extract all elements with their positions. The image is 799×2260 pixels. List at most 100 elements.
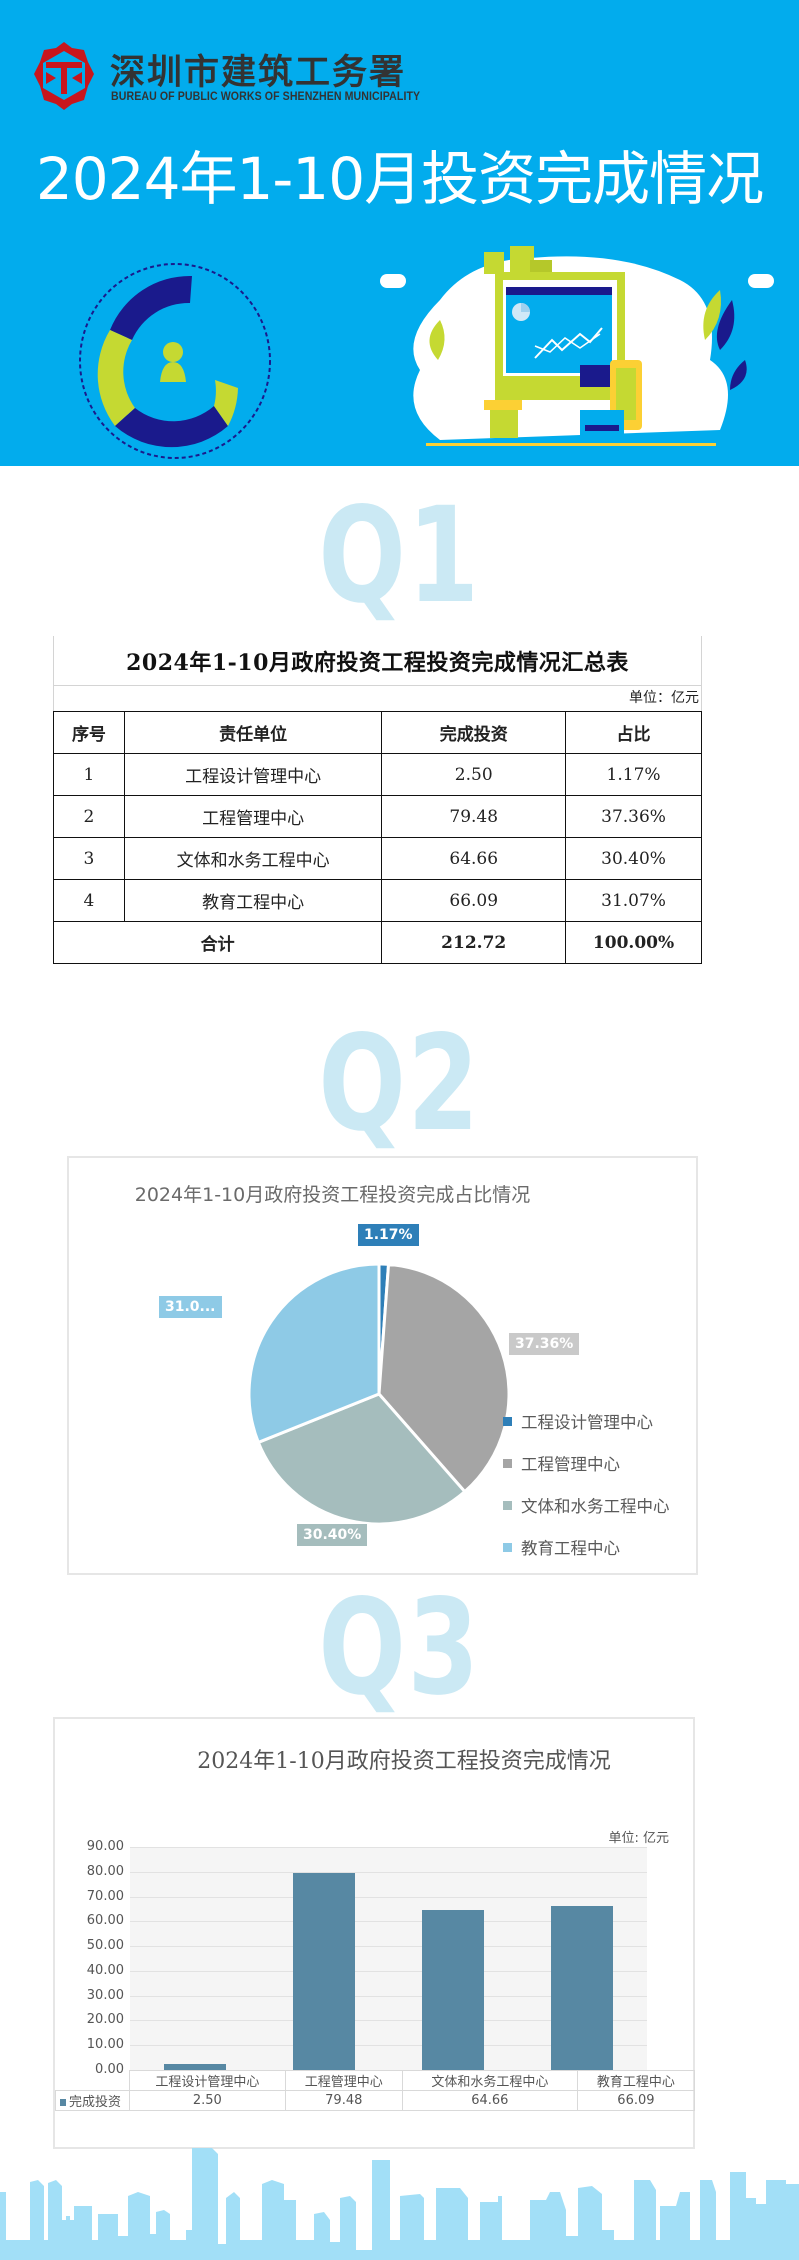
bar	[422, 1909, 485, 2070]
summary-table-title: 2024年1-10月政府投资工程投资完成情况汇总表	[53, 636, 702, 686]
legend-item: 文体和水务工程中心	[503, 1484, 670, 1526]
series-label: 完成投资	[55, 2090, 130, 2111]
pie-chart-title: 2024年1-10月政府投资工程投资完成占比情况	[134, 1184, 531, 1206]
donut-user-illustration-icon	[79, 263, 271, 459]
y-tick-label: 50.00	[86, 1938, 124, 1954]
legend-item: 教育工程中心	[503, 1526, 670, 1568]
value-cell: 79.48	[284, 2090, 403, 2111]
series-swatch-icon	[60, 2099, 66, 2106]
summary-table-container: 2024年1-10月政府投资工程投资完成情况汇总表 单位：亿元 序号 责任单位 …	[52, 636, 702, 964]
cell-amount: 66.09	[381, 879, 567, 922]
table-row: 1 工程设计管理中心 2.50 1.17%	[53, 753, 702, 796]
pie-data-label-3: 31.0...	[159, 1296, 222, 1318]
bureau-logo-icon	[34, 42, 94, 110]
category-label: 工程管理中心	[284, 2070, 403, 2091]
gridline	[130, 1896, 647, 1898]
table-row: 4 教育工程中心 66.09 31.07%	[53, 879, 702, 922]
legend-swatch-icon	[503, 1542, 512, 1552]
cell-index: 1	[53, 753, 125, 796]
pie-legend: 工程设计管理中心 工程管理中心 文体和水务工程中心 教育工程中心	[503, 1400, 670, 1568]
gridline	[130, 2045, 647, 2047]
bar	[163, 2063, 226, 2070]
total-percent: 100.00%	[565, 921, 702, 964]
header-unit: 责任单位	[123, 711, 383, 754]
data-table-values-row: 完成投资 2.50 79.48 64.66 66.09	[55, 2090, 696, 2111]
gridline	[130, 1946, 647, 1948]
pie-data-label-1: 37.36%	[509, 1333, 580, 1355]
legend-swatch-icon	[503, 1500, 512, 1510]
bar-chart-unit: 单位: 亿元	[608, 1831, 669, 1846]
data-table-category-row: 工程设计管理中心 工程管理中心 文体和水务工程中心 教育工程中心	[55, 2070, 696, 2091]
bar-chart-data-table: 工程设计管理中心 工程管理中心 文体和水务工程中心 教育工程中心 完成投资 2.…	[55, 2070, 696, 2111]
legend-label: 文体和水务工程中心	[521, 1497, 670, 1516]
cell-unit: 工程管理中心	[123, 795, 383, 838]
y-tick-label: 30.00	[86, 1987, 124, 2003]
pie-chart: 2024年1-10月政府投资工程投资完成占比情况 1.17% 37.36% 30…	[67, 1156, 698, 1575]
computer-dashboard-illustration-icon	[380, 246, 774, 446]
cell-unit: 文体和水务工程中心	[123, 837, 383, 880]
cell-index: 3	[53, 837, 125, 880]
header-index: 序号	[53, 711, 125, 754]
y-tick-label: 40.00	[86, 1962, 124, 1978]
section-heading-q2: Q2	[318, 1007, 481, 1161]
pie-data-label-2: 30.40%	[297, 1524, 368, 1546]
bar-chart-title: 2024年1-10月政府投资工程投资完成情况	[197, 1749, 611, 1774]
cell-index: 4	[53, 879, 125, 922]
legend-label: 工程管理中心	[521, 1455, 620, 1474]
value-cell: 66.09	[576, 2090, 696, 2111]
total-label: 合计	[52, 921, 383, 964]
y-tick-label: 60.00	[86, 1913, 124, 1929]
cell-percent: 37.36%	[565, 795, 702, 838]
category-label: 文体和水务工程中心	[401, 2070, 578, 2091]
cell-unit: 教育工程中心	[123, 879, 383, 922]
legend-label: 工程设计管理中心	[521, 1413, 653, 1432]
cell-percent: 1.17%	[565, 753, 702, 796]
category-label: 教育工程中心	[576, 2070, 696, 2091]
total-amount: 212.72	[381, 921, 567, 964]
gridline	[130, 1970, 647, 1972]
y-tick-label: 10.00	[86, 2037, 124, 2053]
y-tick-label: 80.00	[86, 1863, 124, 1879]
legend-label: 教育工程中心	[521, 1539, 620, 1558]
pie-chart-plot	[247, 1262, 511, 1526]
value-cell: 64.66	[401, 2090, 578, 2111]
y-tick-label: 70.00	[86, 1888, 124, 1904]
cell-percent: 31.07%	[565, 879, 702, 922]
gridline	[130, 1871, 647, 1873]
cell-unit: 工程设计管理中心	[123, 753, 383, 796]
legend-swatch-icon	[503, 1458, 512, 1468]
header-amount: 完成投资	[381, 711, 567, 754]
table-row: 2 工程管理中心 79.48 37.36%	[53, 795, 702, 838]
gridline	[130, 1995, 647, 1997]
category-label: 工程设计管理中心	[129, 2070, 286, 2091]
page-title: 2024年1-10月投资完成情况	[35, 145, 764, 213]
section-heading-q3: Q3	[318, 1571, 481, 1725]
gridline	[130, 1921, 647, 1923]
pie-data-label-0: 1.17%	[358, 1224, 419, 1246]
header-percent: 占比	[565, 711, 702, 754]
summary-table-unit: 单位：亿元	[53, 686, 702, 711]
bar	[292, 1873, 355, 2070]
section-heading-q1: Q1	[318, 479, 481, 633]
org-name: 深圳市建筑工务署	[110, 53, 407, 93]
legend-swatch-icon	[503, 1416, 512, 1426]
gridline	[130, 1847, 647, 1848]
y-tick-label: 90.00	[86, 1839, 124, 1854]
cell-amount: 2.50	[381, 753, 567, 796]
bar-plot-area	[130, 1847, 647, 2071]
table-header-row: 序号 责任单位 完成投资 占比	[53, 711, 702, 754]
pie-slice	[256, 1392, 467, 1526]
org-name-en: BUREAU OF PUBLIC WORKS OF SHENZHEN MUNIC…	[111, 91, 421, 103]
cell-percent: 30.40%	[565, 837, 702, 880]
bar-chart: 2024年1-10月政府投资工程投资完成情况 单位: 亿元 90.00 80.00…	[53, 1717, 696, 2149]
table-total-row: 合计 212.72 100.00%	[52, 921, 702, 964]
pie-slice	[247, 1262, 381, 1445]
legend-item: 工程设计管理中心	[503, 1400, 670, 1442]
value-cell: 2.50	[129, 2090, 286, 2111]
city-skyline-icon	[0, 2148, 799, 2260]
pie-slices	[247, 1262, 511, 1526]
pie-slice	[377, 1262, 511, 1494]
summary-table: 序号 责任单位 完成投资 占比 1 工程设计管理中心 2.50 1.17% 2 …	[52, 711, 702, 964]
header-banner: 深圳市建筑工务署 BUREAU OF PUBLIC WORKS OF SHENZ…	[0, 0, 799, 466]
table-row: 3 文体和水务工程中心 64.66 30.40%	[53, 837, 702, 880]
